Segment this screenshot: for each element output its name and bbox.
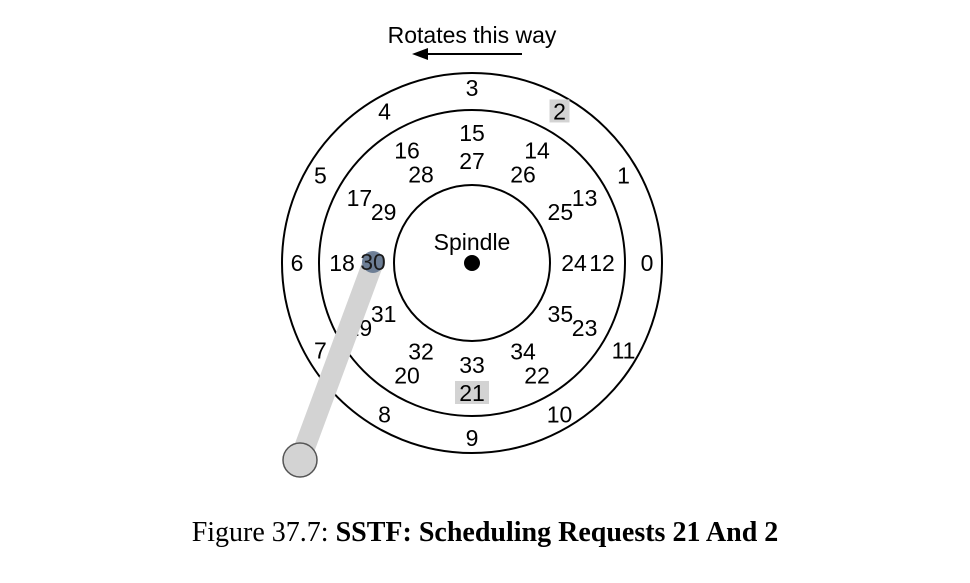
disk-diagram: Rotates this way Spindle 012345678910111… [281, 22, 663, 478]
caption-title: SSTF: Scheduling Requests 21 And 2 [335, 517, 779, 548]
outer-sector-7: 7 [314, 338, 327, 364]
inner-sector-31: 31 [371, 301, 397, 327]
outer-track-ring [281, 72, 663, 454]
outer-sector-2: 2 [553, 98, 566, 124]
figure-caption: Figure 37.7: SSTF: Scheduling Requests 2… [0, 517, 970, 549]
inner-sector-27: 27 [459, 148, 485, 174]
outer-sector-0: 0 [641, 250, 654, 276]
rotation-label: Rotates this way [388, 22, 557, 48]
middle-sector-20: 20 [394, 363, 420, 389]
inner-sector-26: 26 [510, 162, 536, 188]
middle-sector-16: 16 [394, 137, 420, 163]
middle-sector-12: 12 [589, 250, 615, 276]
outer-sector-6: 6 [291, 250, 304, 276]
middle-sector-17: 17 [347, 185, 373, 211]
arm-pivot [282, 442, 318, 478]
disk-arm [289, 252, 384, 471]
middle-track-ring [318, 109, 626, 417]
request-highlight-2 [549, 99, 570, 123]
caption-prefix: Figure 37.7: [191, 517, 336, 548]
outer-sector-1: 1 [617, 163, 630, 189]
spindle-dot [464, 255, 480, 271]
inner-sector-29: 29 [371, 199, 397, 225]
middle-sector-13: 13 [572, 185, 598, 211]
outer-sector-4: 4 [378, 98, 391, 124]
outer-sector-9: 9 [466, 425, 479, 451]
inner-sector-25: 25 [548, 199, 574, 225]
request-highlights [455, 99, 570, 404]
outer-sector-10: 10 [547, 402, 573, 428]
outer-sector-8: 8 [378, 402, 391, 428]
inner-sector-28: 28 [408, 162, 434, 188]
head-sector-label: 30 [360, 249, 386, 275]
inner-track-ring [393, 184, 551, 342]
spindle-label: Spindle [434, 229, 511, 255]
middle-sector-22: 22 [524, 363, 550, 389]
middle-sector-21: 21 [459, 380, 485, 406]
outer-sector-3: 3 [466, 75, 479, 101]
middle-sector-23: 23 [572, 315, 598, 341]
rotation-arrow-head [412, 48, 428, 60]
middle-sector-14: 14 [524, 137, 550, 163]
middle-sector-18: 18 [329, 250, 355, 276]
inner-sector-34: 34 [510, 338, 536, 364]
disk-head [362, 251, 384, 273]
middle-sector-15: 15 [459, 120, 485, 146]
outer-sector-5: 5 [314, 163, 327, 189]
request-highlight-21 [455, 381, 489, 404]
inner-sector-33: 33 [459, 352, 485, 378]
inner-sector-32: 32 [408, 338, 434, 364]
inner-sector-35: 35 [548, 301, 574, 327]
outer-sector-11: 11 [612, 338, 636, 364]
inner-sector-24: 24 [561, 250, 587, 276]
sector-labels: 0123456789101112131415161718192021222324… [291, 75, 654, 451]
